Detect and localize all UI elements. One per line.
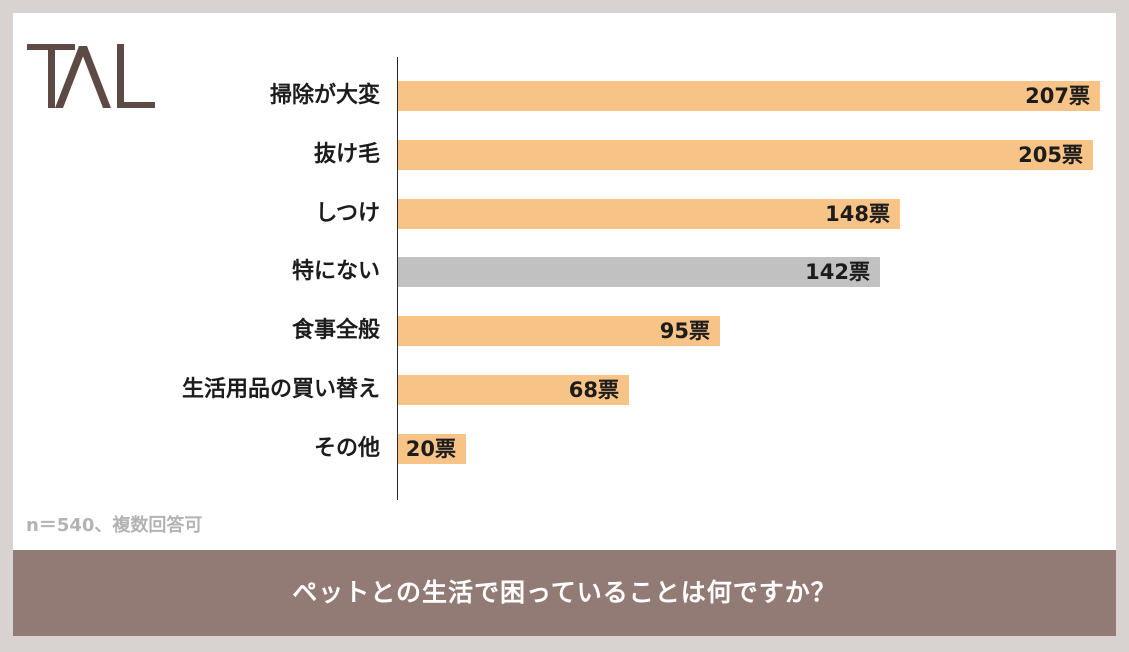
sample-note: n＝540、複数回答可	[26, 515, 203, 536]
value-label: 95票	[659, 319, 710, 343]
category-label: 生活用品の買い替え	[181, 377, 380, 402]
category-label: 食事全般	[291, 318, 380, 343]
bar	[398, 140, 1093, 170]
tal-logo	[27, 44, 155, 108]
bar	[398, 81, 1100, 111]
y-axis-line	[397, 57, 398, 500]
category-label: しつけ	[315, 201, 380, 226]
category-label: 特にない	[291, 259, 380, 284]
bar	[398, 434, 466, 464]
value-label: 20票	[405, 437, 456, 461]
value-label: 142票	[805, 260, 870, 284]
bar	[398, 257, 880, 287]
bar	[398, 375, 629, 405]
category-label: 抜け毛	[313, 142, 380, 167]
value-label: 207票	[1025, 84, 1090, 108]
value-label: 68票	[568, 378, 619, 402]
footer-banner: ペットとの生活で困っていることは何ですか？	[13, 550, 1116, 636]
category-label: 掃除が大変	[269, 83, 380, 108]
value-label: 148票	[825, 202, 890, 226]
category-label: その他	[313, 436, 380, 461]
bar	[398, 316, 720, 346]
bar	[398, 199, 900, 229]
chart-question-title: ペットとの生活で困っていることは何ですか？	[292, 578, 837, 607]
value-label: 205票	[1018, 143, 1083, 167]
